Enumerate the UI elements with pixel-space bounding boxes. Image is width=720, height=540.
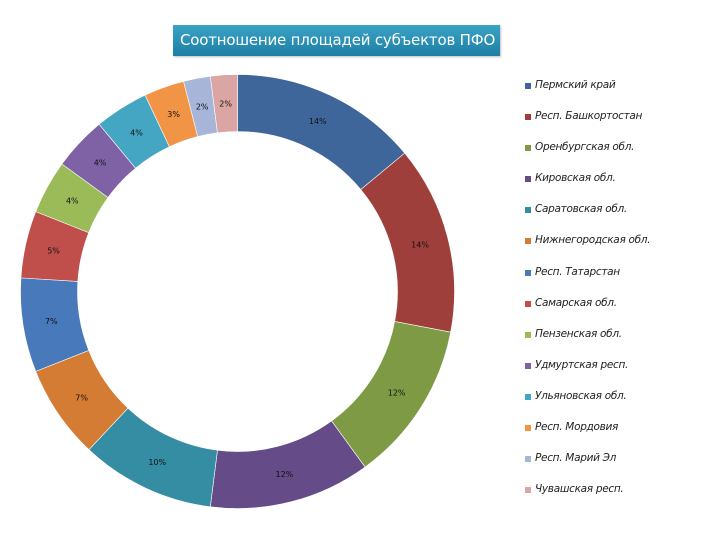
legend-item: Пензенская обл. (525, 327, 715, 358)
legend-item: Самарская обл. (525, 296, 715, 327)
slice-percent-label: 14% (411, 241, 429, 250)
legend-label: Пензенская обл. (535, 327, 622, 340)
legend-label: Пермский край (535, 79, 616, 91)
legend-label: Респ. Башкортостан (535, 110, 643, 123)
slice-percent-label: 12% (388, 389, 406, 398)
slice-percent-label: 2% (219, 99, 232, 108)
legend-label: Чувашская респ. (535, 483, 624, 496)
slice-percent-label: 7% (45, 317, 58, 326)
legend-swatch-icon (525, 425, 531, 432)
legend-swatch-icon (525, 456, 531, 463)
slice-percent-label: 3% (167, 110, 180, 119)
legend-item: Респ. Мордовия (525, 420, 715, 451)
legend-item: Респ. Марий Эл (525, 451, 715, 482)
legend-swatch-icon (525, 269, 531, 276)
donut-slice (360, 152, 455, 333)
legend-item: Кировская обл. (525, 171, 715, 202)
donut-slice (209, 74, 238, 134)
legend-swatch-icon (525, 176, 531, 183)
slice-percent-label: 14% (309, 117, 327, 126)
legend-item: Пермский край (525, 78, 715, 109)
legend-swatch-icon (525, 393, 531, 400)
legend-swatch-icon (525, 238, 531, 245)
legend-swatch-icon (525, 207, 531, 214)
legend-label: Удмуртская респ. (535, 358, 629, 371)
slice-labels: 14% 14% 12% 12% 10% 7% 7% 5% 4% 4% 4% 3% 2% 2% (45, 99, 429, 479)
slice-percent-label: 7% (75, 393, 88, 402)
legend-label: Самарская обл. (535, 296, 617, 309)
legend-item: Ульяновская обл. (525, 389, 715, 420)
slice-percent-label: 4% (130, 128, 143, 137)
slice-percent-label: 5% (47, 246, 60, 255)
legend-label: Нижнегородская обл. (535, 234, 651, 247)
legend-label: Респ. Мордовия (535, 421, 619, 434)
legend-item: Нижнегородская обл. (525, 233, 715, 264)
legend-swatch-icon (525, 114, 531, 121)
legend-swatch-icon (525, 145, 531, 152)
legend-item: Чувашская респ. (525, 482, 715, 513)
slice-percent-label: 12% (275, 470, 293, 479)
legend-item: Саратовская обл. (525, 202, 715, 233)
slice-percent-label: 4% (94, 158, 107, 167)
slice-percent-label: 4% (66, 197, 79, 206)
legend-swatch-icon (525, 300, 531, 307)
legend-swatch-icon (525, 487, 531, 494)
legend-label: Ульяновская обл. (535, 389, 627, 402)
legend-swatch-icon (525, 362, 531, 369)
slice-percent-label: 2% (196, 102, 209, 111)
chart-legend: Пермский край Респ. Башкортостан Оренбур… (525, 78, 715, 513)
legend-label: Кировская обл. (535, 172, 616, 185)
legend-item: Оренбургская обл. (525, 140, 715, 171)
legend-label: Респ. Татарстан (535, 265, 620, 278)
legend-item: Респ. Башкортостан (525, 109, 715, 140)
slice-percent-label: 10% (148, 458, 166, 467)
legend-item: Удмуртская респ. (525, 358, 715, 389)
legend-label: Респ. Марий Эл (535, 452, 617, 465)
legend-label: Оренбургская обл. (535, 141, 635, 154)
donut-slice (237, 74, 406, 190)
legend-swatch-icon (525, 83, 531, 89)
legend-swatch-icon (525, 331, 531, 338)
legend-item: Респ. Татарстан (525, 265, 715, 296)
legend-label: Саратовская обл. (535, 203, 627, 216)
donut-slices (20, 74, 455, 509)
chart-title: Соотношение площадей субъектов ПФО (173, 25, 500, 56)
